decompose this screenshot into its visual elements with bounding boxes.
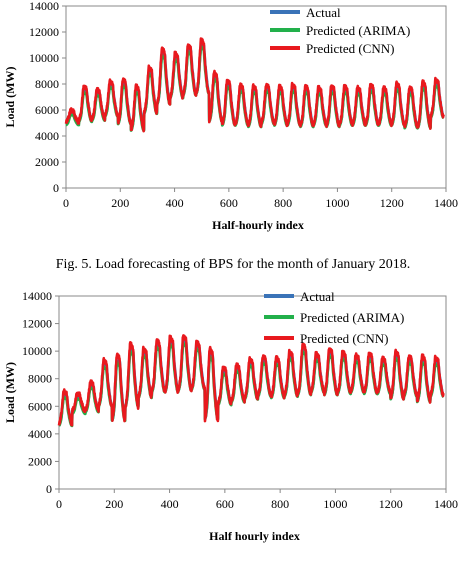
series-layer <box>57 334 445 428</box>
y-tick-label: 14000 <box>29 0 59 13</box>
x-tick-label: 200 <box>105 497 123 511</box>
y-tick-label: 10000 <box>22 344 52 358</box>
legend-label-cnn: Predicted (CNN) <box>306 41 394 56</box>
legend-item-cnn: Predicted (CNN) <box>264 331 388 346</box>
y-tick-label: 8000 <box>28 372 52 386</box>
y-tick-label: 12000 <box>29 25 59 39</box>
y-tick-label: 2000 <box>35 155 59 169</box>
x-tick-label: 800 <box>274 196 292 210</box>
legend: Actual Predicted (ARIMA) Predicted (CNN) <box>270 5 410 56</box>
x-tick-label: 1000 <box>323 497 347 511</box>
legend-item-arima: Predicted (ARIMA) <box>270 23 410 38</box>
y-axis-label: Load (MW) <box>3 362 17 423</box>
legend: Actual Predicted (ARIMA) Predicted (CNN) <box>264 289 404 346</box>
legend-item-cnn: Predicted (CNN) <box>270 41 394 56</box>
x-axis-label: Half hourly index <box>209 529 300 543</box>
x-tick-label: 1400 <box>434 497 458 511</box>
x-axis-ticks: 0 200 400 600 800 1000 1200 1400 <box>56 489 458 511</box>
y-axis-ticks: 0 2000 4000 6000 8000 10000 12000 14000 <box>22 289 59 496</box>
x-tick-label: 200 <box>111 196 129 210</box>
legend-label-arima: Predicted (ARIMA) <box>300 310 404 325</box>
y-axis-label: Load (MW) <box>3 67 17 128</box>
y-tick-label: 2000 <box>28 454 52 468</box>
legend-label-arima: Predicted (ARIMA) <box>306 23 410 38</box>
series-line-cnn <box>57 334 445 427</box>
x-axis-ticks: 0 200 400 600 800 1000 1200 1400 <box>63 188 458 210</box>
legend-item-actual: Actual <box>264 289 335 304</box>
legend-item-arima: Predicted (ARIMA) <box>264 310 404 325</box>
series-layer <box>64 37 445 133</box>
y-tick-label: 12000 <box>22 317 52 331</box>
x-tick-label: 800 <box>271 497 289 511</box>
y-tick-label: 0 <box>46 482 52 496</box>
x-tick-label: 1000 <box>325 196 349 210</box>
legend-label-cnn: Predicted (CNN) <box>300 331 388 346</box>
figure-caption: Fig. 5. Load forecasting of BPS for the … <box>56 257 411 272</box>
y-tick-label: 4000 <box>35 129 59 143</box>
x-tick-label: 600 <box>216 497 234 511</box>
y-tick-label: 6000 <box>35 103 59 117</box>
x-tick-label: 1200 <box>380 196 404 210</box>
y-tick-label: 0 <box>53 181 59 195</box>
legend-label-actual: Actual <box>306 5 341 20</box>
legend-label-actual: Actual <box>300 289 335 304</box>
plot-frame <box>65 5 447 189</box>
y-tick-label: 6000 <box>28 399 52 413</box>
x-tick-label: 1400 <box>434 196 458 210</box>
x-tick-label: 600 <box>220 196 238 210</box>
x-axis-label: Half-hourly index <box>212 218 304 232</box>
plot-frame <box>58 295 447 490</box>
x-tick-label: 400 <box>166 196 184 210</box>
y-tick-label: 4000 <box>28 427 52 441</box>
series-line-cnn <box>64 37 445 133</box>
x-tick-label: 1200 <box>379 497 403 511</box>
chart-march: 0 2000 4000 6000 8000 10000 12000 14000 0 200 400… <box>3 289 458 543</box>
y-tick-label: 10000 <box>29 51 59 65</box>
x-tick-label: 0 <box>56 497 62 511</box>
y-tick-label: 8000 <box>35 77 59 91</box>
x-tick-label: 0 <box>63 196 69 210</box>
legend-item-actual: Actual <box>270 5 341 20</box>
chart-january: 0 2000 4000 6000 8000 10000 12000 14000 0 200 400… <box>3 0 458 232</box>
x-tick-label: 400 <box>161 497 179 511</box>
y-axis-ticks: 0 2000 4000 6000 8000 10000 12000 14000 <box>29 0 66 195</box>
y-tick-label: 14000 <box>22 289 52 303</box>
